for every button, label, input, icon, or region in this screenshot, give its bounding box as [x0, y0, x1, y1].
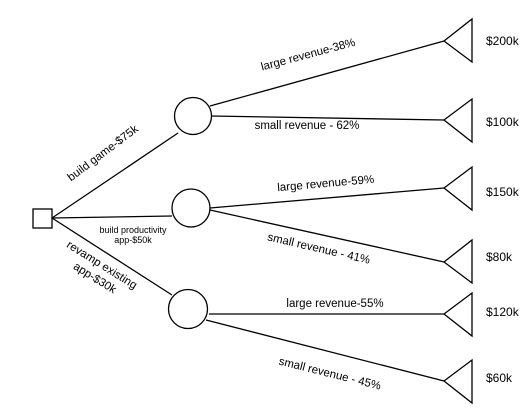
- outcome-label-productivity-large: large revenue-59%: [277, 174, 375, 194]
- end-node-game-small: [442, 97, 473, 144]
- end-node-revamp-large: [442, 291, 473, 338]
- end-node-productivity-small: [442, 238, 473, 285]
- option-label-productivity-line2: app-$50k: [114, 235, 152, 245]
- outcome-label-game-small: small revenue - 62%: [255, 120, 360, 132]
- chance-node-productivity: [171, 188, 211, 228]
- edge-root-to-revamp: [51, 217, 173, 296]
- outcome-label-game-large: large revenue-38%: [260, 37, 357, 74]
- edge-root-to-productivity: [51, 215, 173, 219]
- payoff-productivity-small: $80k: [486, 250, 513, 264]
- outcome-label-revamp-large: large revenue-55%: [286, 298, 383, 310]
- edge-productivity-small: [209, 209, 445, 263]
- payoff-revamp-large: $120k: [486, 305, 520, 319]
- option-label-productivity-line1: build productivity: [99, 225, 167, 235]
- payoff-productivity-large: $150k: [486, 185, 520, 199]
- payoff-game-large: $200k: [486, 34, 520, 48]
- edge-revamp-small: [205, 319, 445, 382]
- end-node-revamp-small: [442, 358, 473, 405]
- payoff-revamp-small: $60k: [486, 371, 513, 385]
- option-label-game: build game-$75k: [66, 123, 141, 184]
- end-node-productivity-large: [442, 165, 473, 212]
- outcome-label-productivity-small: small revenue - 41%: [266, 231, 371, 266]
- payoff-game-small: $100k: [486, 115, 520, 129]
- chance-node-revamp: [167, 288, 209, 330]
- chance-node-game: [173, 96, 213, 136]
- edge-game-large: [209, 40, 445, 107]
- edge-productivity-large: [209, 187, 445, 209]
- edge-root-to-game: [51, 132, 179, 219]
- edge-game-small: [210, 115, 445, 121]
- end-node-game-large: [442, 17, 473, 64]
- decision-node: [32, 208, 53, 229]
